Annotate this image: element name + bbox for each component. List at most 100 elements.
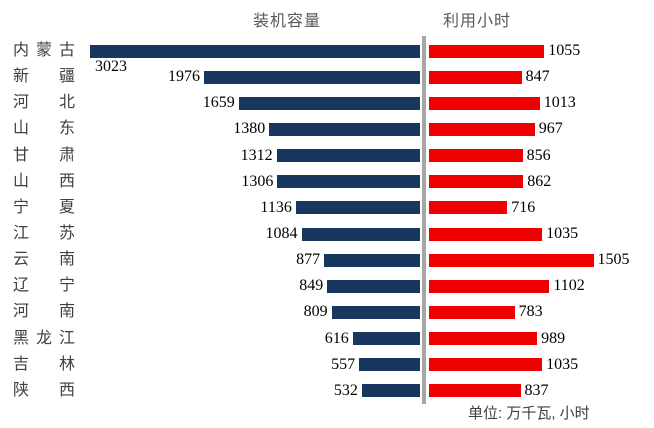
left-bar-panel: 1659 [75, 90, 420, 116]
right-bar-panel: 847 [429, 64, 654, 90]
capacity-value-label: 1312 [240, 146, 273, 164]
category-label: 内蒙古 [13, 42, 75, 60]
hours-value-label: 1055 [548, 42, 581, 60]
capacity-bar [324, 253, 420, 267]
right-bar-panel: 1055 [429, 38, 654, 64]
right-bar-panel: 862 [429, 169, 654, 195]
capacity-bar [269, 122, 420, 136]
hours-bar [429, 70, 522, 84]
chart-row: 内蒙古 3023 1055 [13, 38, 654, 75]
chart-rows: 内蒙古 3023 1055 新疆 1976 847 河北 1659 [13, 38, 654, 404]
capacity-value-label: 877 [296, 251, 321, 269]
chart-row: 吉林 557 1035 [13, 352, 654, 378]
capacity-bar [331, 305, 420, 319]
chart-row: 山西 1306 862 [13, 169, 654, 195]
right-bar-panel: 856 [429, 143, 654, 169]
center-axis-line [422, 36, 426, 404]
hours-value-label: 1035 [546, 355, 579, 373]
left-bar-panel: 1976 [75, 64, 420, 90]
category-label: 宁夏 [13, 198, 75, 216]
hours-bar [429, 227, 543, 241]
left-bar-panel: 616 [75, 326, 420, 352]
hours-bar [429, 384, 521, 398]
left-bar-panel: 877 [75, 247, 420, 273]
hours-value-label: 716 [511, 198, 536, 216]
capacity-bar [352, 332, 420, 346]
capacity-bar [301, 227, 420, 241]
right-bar-panel: 967 [429, 116, 654, 142]
left-bar-panel: 809 [75, 299, 420, 325]
capacity-value-label: 1084 [265, 225, 298, 243]
category-label: 吉林 [13, 355, 75, 373]
category-label: 河北 [13, 94, 75, 112]
hours-bar [429, 279, 550, 293]
right-bar-panel: 1035 [429, 352, 654, 378]
capacity-bar [359, 358, 420, 372]
category-label: 黑龙江 [13, 329, 75, 347]
hours-bar [429, 253, 594, 267]
category-label: 甘肃 [13, 146, 75, 164]
chart-row: 山东 1380 967 [13, 116, 654, 142]
chart-row: 江苏 1084 1035 [13, 221, 654, 247]
chart-row: 河北 1659 1013 [13, 90, 654, 116]
chart-row: 黑龙江 616 989 [13, 326, 654, 352]
left-bar-panel: 1136 [75, 195, 420, 221]
category-label: 陕西 [13, 381, 75, 399]
left-bar-panel: 3023 [75, 38, 420, 75]
hours-value-label: 1035 [546, 225, 579, 243]
hours-value-label: 837 [524, 381, 549, 399]
left-bar-panel: 849 [75, 273, 420, 299]
right-bar-panel: 1013 [429, 90, 654, 116]
left-bar-panel: 557 [75, 352, 420, 378]
hours-bar [429, 44, 545, 58]
category-label: 河南 [13, 303, 75, 321]
right-bar-panel: 837 [429, 378, 654, 404]
hours-bar [429, 332, 538, 346]
capacity-value-label: 532 [333, 381, 358, 399]
chart-row: 河南 809 783 [13, 299, 654, 325]
capacity-value-label: 1659 [202, 94, 235, 112]
chart-row: 云南 877 1505 [13, 247, 654, 273]
hours-value-label: 1013 [543, 94, 576, 112]
capacity-bar [277, 175, 420, 189]
hours-value-label: 967 [538, 120, 563, 138]
capacity-bar [361, 384, 420, 398]
capacity-bar [327, 279, 420, 293]
chart-row: 甘肃 1312 856 [13, 143, 654, 169]
hours-value-label: 783 [518, 303, 543, 321]
hours-bar [429, 305, 515, 319]
right-bar-panel: 783 [429, 299, 654, 325]
category-label: 山西 [13, 172, 75, 190]
hours-bar [429, 358, 543, 372]
left-bar-panel: 1312 [75, 143, 420, 169]
chart-row: 宁夏 1136 716 [13, 195, 654, 221]
chart-row: 陕西 532 837 [13, 378, 654, 404]
hours-bar [429, 175, 524, 189]
capacity-bar [276, 149, 420, 163]
hours-value-label: 1505 [597, 251, 630, 269]
category-label: 辽宁 [13, 277, 75, 295]
capacity-value-label: 849 [299, 277, 324, 295]
right-bar-panel: 716 [429, 195, 654, 221]
hours-bar [429, 122, 535, 136]
left-bar-panel: 532 [75, 378, 420, 404]
category-label: 新疆 [13, 68, 75, 86]
capacity-value-label: 1306 [241, 172, 274, 190]
hours-value-label: 862 [527, 172, 552, 190]
left-bar-panel: 1306 [75, 169, 420, 195]
hours-bar [429, 201, 508, 215]
capacity-value-label: 3023 [95, 58, 127, 75]
left-bar-panel: 1084 [75, 221, 420, 247]
capacity-value-label: 1976 [168, 68, 200, 86]
capacity-value-label: 616 [324, 329, 349, 347]
hours-value-label: 847 [525, 68, 550, 86]
capacity-value-label: 1136 [260, 198, 292, 216]
hours-bar [429, 96, 540, 110]
chart-row: 辽宁 849 1102 [13, 273, 654, 299]
unit-note: 单位: 万千瓦, 小时 [468, 405, 590, 422]
right-bar-panel: 1102 [429, 273, 654, 299]
capacity-bar [295, 201, 420, 215]
right-bar-panel: 1035 [429, 221, 654, 247]
hours-value-label: 989 [541, 329, 566, 347]
